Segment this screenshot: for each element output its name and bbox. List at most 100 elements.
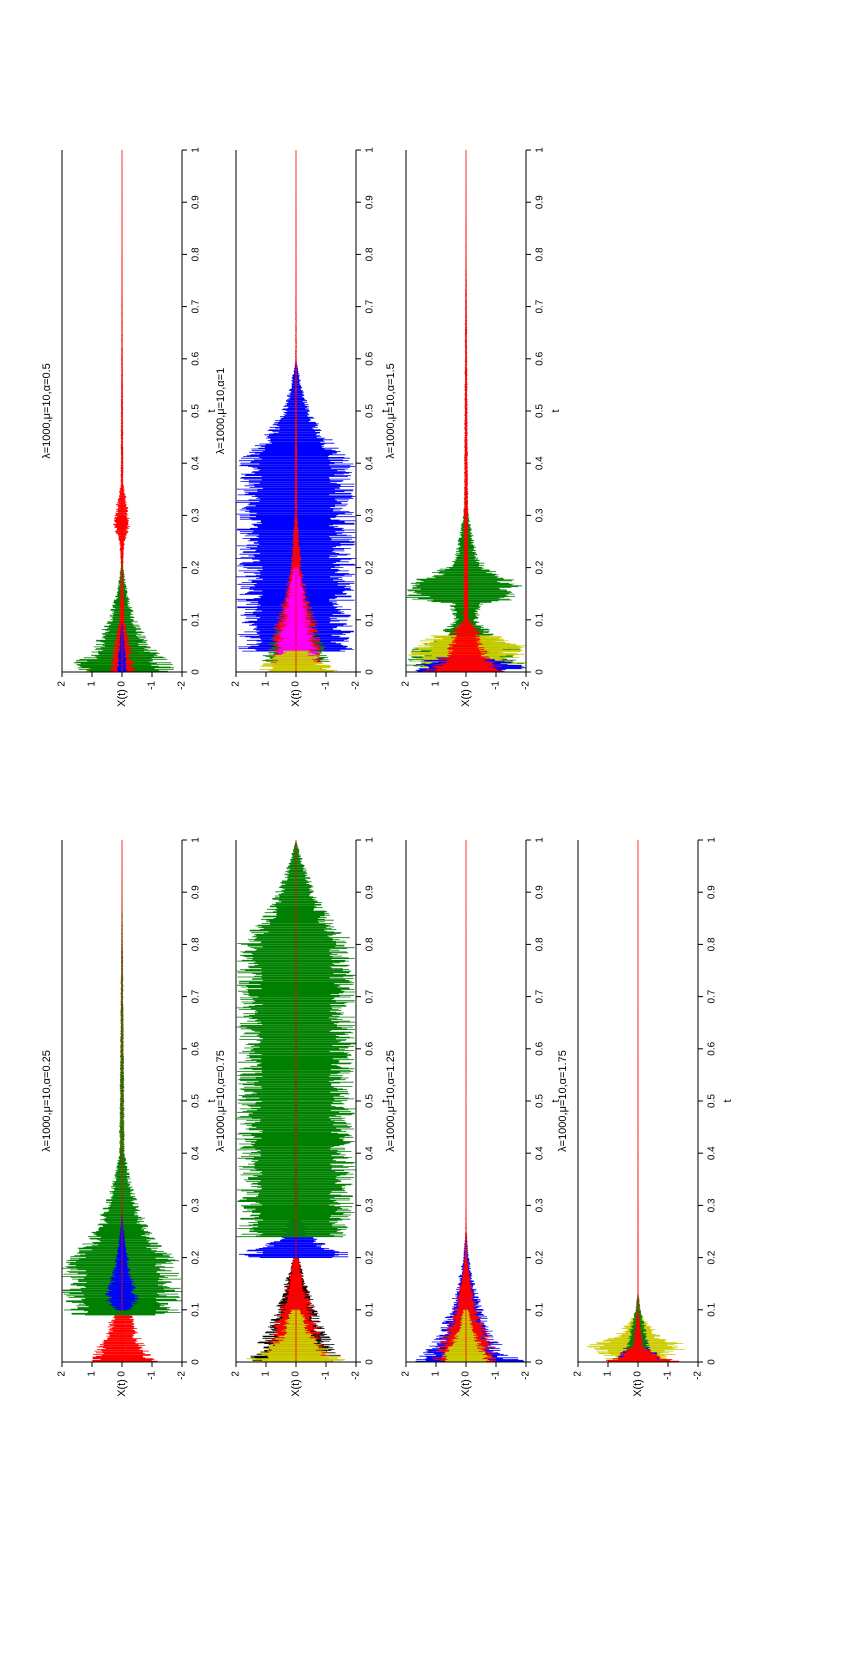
plot-area bbox=[406, 150, 526, 672]
x-tick-label: 0.8 bbox=[190, 247, 201, 261]
y-axis-label: X(t) bbox=[460, 1379, 472, 1397]
x-tick-label: 0.4 bbox=[190, 1146, 201, 1160]
chart-title: λ=1000,μ=10,α=1.5 bbox=[385, 363, 397, 459]
x-tick-label: 0.7 bbox=[190, 989, 201, 1003]
y-tick-label: 0 bbox=[291, 1371, 302, 1377]
x-tick-label: 0.1 bbox=[190, 1302, 201, 1316]
x-tick-label: 0 bbox=[534, 1359, 545, 1365]
x-tick-label: 0.6 bbox=[190, 1041, 201, 1055]
y-tick-label: 0 bbox=[461, 681, 472, 687]
x-tick-label: 0.5 bbox=[190, 404, 201, 418]
x-tick-label: 0.4 bbox=[534, 1146, 545, 1160]
y-tick-label: 1 bbox=[603, 1371, 614, 1377]
x-axis-label: t bbox=[380, 1099, 392, 1102]
x-tick-label: 0.6 bbox=[534, 1041, 545, 1055]
subplot-7: 0 0.1 0.2 0.3 0.4 0.5 0.6 0.7 0.8 0.9 1 -2 -1 0 1 2 t X(t… bbox=[385, 147, 562, 707]
x-tick-label: 0.2 bbox=[190, 560, 201, 574]
y-tick-label: -2 bbox=[521, 1371, 532, 1380]
x-tick-label: 1 bbox=[190, 147, 201, 153]
y-tick-label: -2 bbox=[693, 1371, 704, 1380]
x-tick-label: 0.5 bbox=[534, 1094, 545, 1108]
y-axis-label: X(t) bbox=[116, 689, 128, 707]
x-tick-label: 0.6 bbox=[534, 351, 545, 365]
chart-title: λ=1000,μ=10,α=0.5 bbox=[41, 363, 53, 459]
y-axis-label: X(t) bbox=[460, 689, 472, 707]
y-tick-label: -1 bbox=[321, 681, 332, 690]
chart-title: λ=1000,μ=10,α=1 bbox=[215, 368, 227, 454]
x-tick-label: 0.1 bbox=[706, 1302, 717, 1316]
x-axis-label: t bbox=[722, 1099, 734, 1102]
y-tick-label: -1 bbox=[147, 1371, 158, 1380]
y-tick-label: 2 bbox=[57, 681, 68, 687]
x-tick-label: 0.4 bbox=[190, 456, 201, 470]
x-axis-label: t bbox=[206, 1099, 218, 1102]
x-tick-label: 0.4 bbox=[534, 456, 545, 470]
x-tick-label: 0.3 bbox=[364, 1198, 375, 1212]
x-tick-label: 0.5 bbox=[364, 404, 375, 418]
x-tick-label: 0.6 bbox=[364, 1041, 375, 1055]
x-tick-label: 0.8 bbox=[706, 937, 717, 951]
x-tick-label: 0.7 bbox=[534, 299, 545, 313]
y-tick-label: -1 bbox=[491, 681, 502, 690]
chart-title: λ=1000,μ=10,α=1.75 bbox=[557, 1050, 569, 1152]
y-tick-label: 1 bbox=[87, 1371, 98, 1377]
y-tick-label: 0 bbox=[117, 1371, 128, 1377]
y-tick-label: 1 bbox=[261, 681, 272, 687]
plot-area bbox=[72, 150, 175, 672]
x-tick-label: 0.8 bbox=[364, 937, 375, 951]
x-tick-label: 0.8 bbox=[364, 247, 375, 261]
chart-title: λ=1000,μ=10,α=1.25 bbox=[385, 1050, 397, 1152]
y-tick-label: -1 bbox=[491, 1371, 502, 1380]
x-tick-label: 0 bbox=[706, 1359, 717, 1365]
x-tick-label: 0.9 bbox=[364, 885, 375, 899]
y-axis-label: X(t) bbox=[632, 1379, 644, 1397]
y-tick-label: 2 bbox=[401, 1371, 412, 1377]
x-tick-label: 0.4 bbox=[706, 1146, 717, 1160]
subplot-grid: 0 0.1 0.2 0.3 0.4 0.5 0.6 0.7 0.8 0.9 1 -2 -1 0 1 2 t X(t… bbox=[41, 147, 734, 1397]
x-tick-label: 0.9 bbox=[534, 885, 545, 899]
subplot-2: 0 0.1 0.2 0.3 0.4 0.5 0.6 0.7 0.8 0.9 1 -2 -1 0 1 2 t X(t… bbox=[215, 837, 392, 1397]
y-axis-label: X(t) bbox=[116, 1379, 128, 1397]
x-tick-label: 0.5 bbox=[190, 1094, 201, 1108]
x-tick-label: 1 bbox=[534, 147, 545, 153]
y-tick-label: 0 bbox=[633, 1371, 644, 1377]
y-tick-label: 2 bbox=[401, 681, 412, 687]
subplot-5: 0 0.1 0.2 0.3 0.4 0.5 0.6 0.7 0.8 0.9 1 -2 -1 0 1 2 t X(t… bbox=[41, 147, 218, 707]
x-tick-label: 0.8 bbox=[534, 937, 545, 951]
x-tick-label: 0.2 bbox=[534, 1250, 545, 1264]
y-axis-label: X(t) bbox=[290, 689, 302, 707]
chart-title: λ=1000,μ=10,α=0.25 bbox=[41, 1050, 53, 1152]
x-axis-label: t bbox=[550, 409, 562, 412]
y-tick-label: 2 bbox=[57, 1371, 68, 1377]
x-tick-label: 0.2 bbox=[190, 1250, 201, 1264]
x-tick-label: 0.9 bbox=[190, 195, 201, 209]
x-tick-label: 0.3 bbox=[190, 508, 201, 522]
x-tick-label: 0.7 bbox=[190, 299, 201, 313]
x-tick-label: 0.2 bbox=[706, 1250, 717, 1264]
x-tick-label: 0.8 bbox=[534, 247, 545, 261]
y-tick-label: 1 bbox=[431, 681, 442, 687]
y-tick-label: -2 bbox=[351, 1371, 362, 1380]
x-tick-label: 0.9 bbox=[190, 885, 201, 899]
x-tick-label: 0.3 bbox=[534, 1198, 545, 1212]
x-tick-label: 0.2 bbox=[534, 560, 545, 574]
plot-area bbox=[62, 840, 182, 1362]
y-tick-label: 0 bbox=[461, 1371, 472, 1377]
chart-title: λ=1000,μ=10,α=0.75 bbox=[215, 1050, 227, 1152]
subplot-1: 0 0.1 0.2 0.3 0.4 0.5 0.6 0.7 0.8 0.9 1 -2 -1 0 1 2 t X(t… bbox=[41, 837, 218, 1397]
y-tick-label: 0 bbox=[117, 681, 128, 687]
plot-area bbox=[409, 840, 525, 1362]
x-tick-label: 0.9 bbox=[364, 195, 375, 209]
plot-area bbox=[236, 150, 356, 672]
x-tick-label: 0 bbox=[190, 669, 201, 675]
x-tick-label: 1 bbox=[364, 837, 375, 843]
x-tick-label: 0.5 bbox=[706, 1094, 717, 1108]
x-tick-label: 0.6 bbox=[364, 351, 375, 365]
x-tick-label: 0.2 bbox=[364, 560, 375, 574]
x-tick-label: 0.5 bbox=[534, 404, 545, 418]
y-tick-label: -2 bbox=[521, 681, 532, 690]
x-tick-label: 0.1 bbox=[364, 612, 375, 626]
x-tick-label: 1 bbox=[534, 837, 545, 843]
